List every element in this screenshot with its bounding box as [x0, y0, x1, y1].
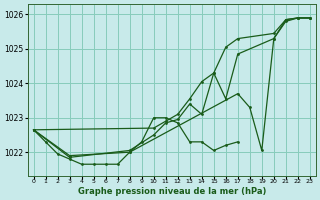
X-axis label: Graphe pression niveau de la mer (hPa): Graphe pression niveau de la mer (hPa)	[77, 187, 266, 196]
